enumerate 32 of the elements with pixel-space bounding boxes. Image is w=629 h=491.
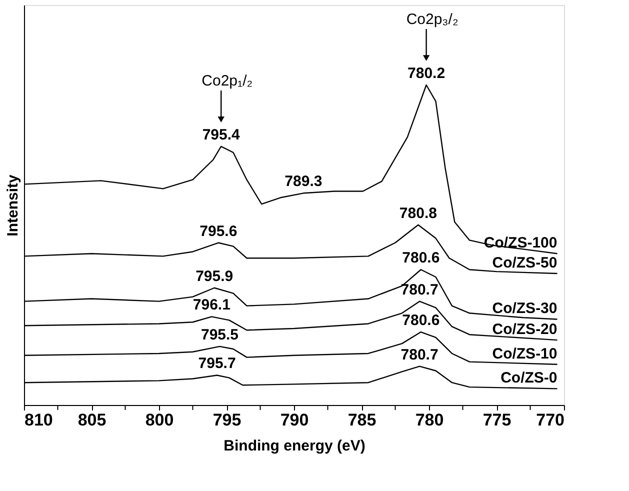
x-axis-title: Binding energy (eV) xyxy=(224,438,366,454)
text: Co2p₃/₂ xyxy=(406,11,458,28)
y-axis-title: Intensity xyxy=(4,174,22,236)
annotation: 780.6 xyxy=(402,250,440,267)
annotation: 780.6 xyxy=(402,312,440,330)
annotation: 795.9 xyxy=(196,268,234,285)
annotation: 795.6 xyxy=(200,222,238,240)
series-label: Co/ZS-30 xyxy=(492,300,558,318)
annotation: 780.7 xyxy=(400,346,438,364)
annotation: 795.7 xyxy=(198,355,236,372)
series-label: Co/ZS-100 xyxy=(484,234,558,252)
annotation: 789.3 xyxy=(284,173,322,190)
annotation: 795.5 xyxy=(200,326,239,344)
x-tick-label: 785 xyxy=(348,410,376,430)
x-tick-label: 810 xyxy=(24,410,53,430)
annotation: 780.2 xyxy=(408,65,446,82)
x-tick-label: 800 xyxy=(145,410,174,430)
series-label: Co/ZS-10 xyxy=(492,345,558,362)
annotation: 796.1 xyxy=(192,296,230,314)
x-tick-label: 780 xyxy=(415,410,444,430)
annotation: 795.4 xyxy=(202,126,241,144)
series-label: Co/ZS-50 xyxy=(492,254,558,272)
x-tick-label: 770 xyxy=(536,410,564,430)
series-label: Co/ZS-20 xyxy=(492,321,558,338)
x-tick-label: 795 xyxy=(212,410,242,430)
x-tick-label: 805 xyxy=(78,410,106,430)
annotation: 780.8 xyxy=(399,204,437,222)
x-tick-label: 775 xyxy=(482,410,512,430)
series-label: Co/ZS-0 xyxy=(500,370,558,387)
annotation: 780.7 xyxy=(400,281,438,298)
x-tick-label: 790 xyxy=(280,410,309,430)
annotation: Co2p₁/₂ xyxy=(202,72,253,90)
